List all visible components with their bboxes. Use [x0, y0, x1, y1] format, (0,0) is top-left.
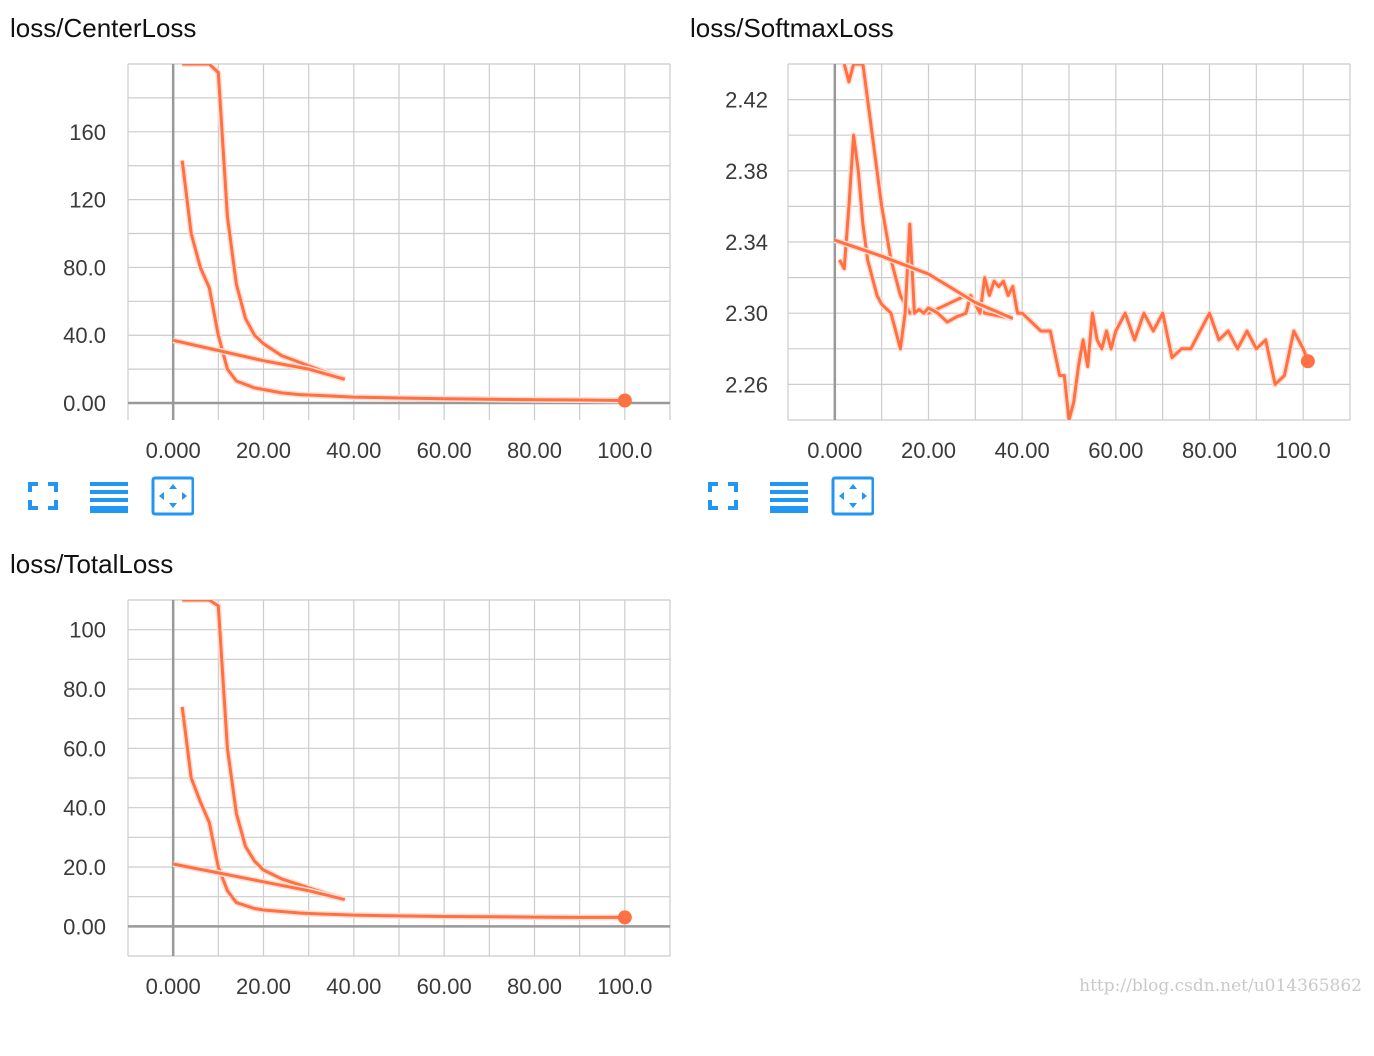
- series-line: [172, 862, 346, 902]
- totalloss-chart: 0.000 20.00 40.00 60.00 80.00 100.0 0.00 20.0 40…: [63, 599, 671, 999]
- series-group: [172, 600, 625, 921]
- series-line: [834, 238, 1014, 320]
- y-tick-label: 2.26: [725, 372, 768, 397]
- centerloss-chart: 0.000 20.00 40.00 60.00 80.00 100.0 0.00 40.0 80…: [63, 63, 671, 463]
- x-tick-label: 0.000: [807, 438, 862, 463]
- x-tick-label: 80.00: [507, 438, 562, 463]
- tick-labels: 0.000 20.00 40.00 60.00 80.00 100.0 2.26 2.30 2.…: [725, 88, 1331, 463]
- x-tick-label: 0.000: [146, 974, 201, 999]
- x-tick-label: 100.0: [597, 974, 652, 999]
- y-tick-label: 80.0: [63, 677, 106, 702]
- list-icon[interactable]: [86, 474, 132, 518]
- x-tick-label: 60.00: [1088, 438, 1143, 463]
- series-group: [172, 64, 625, 404]
- y-tick-label: 80.0: [63, 255, 106, 280]
- chart-title: loss/TotalLoss: [10, 549, 174, 579]
- series-group: [833, 64, 1311, 420]
- watermark: http://blog.csdn.net/u014365862: [1079, 976, 1362, 996]
- grid: [127, 599, 671, 957]
- softmaxloss-chart: 0.000 20.00 40.00 60.00 80.00 100.0 2.26 2.30 2.…: [725, 63, 1351, 463]
- x-tick-label: 20.00: [236, 438, 291, 463]
- x-tick-label: 80.00: [507, 974, 562, 999]
- y-tick-label: 60.0: [63, 736, 106, 761]
- series-line: [180, 160, 625, 402]
- series-end-marker: [617, 393, 632, 408]
- y-tick-label: 160: [69, 120, 106, 145]
- x-tick-label: 0.000: [146, 438, 201, 463]
- x-tick-label: 40.00: [326, 438, 381, 463]
- fullscreen-icon[interactable]: [702, 474, 748, 518]
- series-raw-line: [179, 706, 625, 921]
- series-line: [838, 133, 1310, 420]
- x-tick-label: 40.00: [995, 438, 1050, 463]
- x-tick-label: 60.00: [417, 438, 472, 463]
- x-tick-label: 40.00: [326, 974, 381, 999]
- list-icon[interactable]: [766, 474, 812, 518]
- series-line: [180, 706, 625, 919]
- series-end-marker: [1300, 354, 1315, 369]
- fit-domain-icon[interactable]: [148, 474, 194, 518]
- y-tick-label: 40.0: [63, 323, 106, 348]
- x-tick-label: 20.00: [236, 974, 291, 999]
- fit-domain-icon[interactable]: [828, 474, 874, 518]
- x-tick-label: 100.0: [1276, 438, 1331, 463]
- y-tick-label: 120: [69, 188, 106, 213]
- grid: [787, 63, 1351, 421]
- series-raw-line: [179, 160, 625, 404]
- y-tick-label: 2.34: [725, 230, 768, 255]
- tick-labels: 0.000 20.00 40.00 60.00 80.00 100.0 0.00 20.0 40…: [63, 618, 652, 999]
- y-tick-label: 2.38: [725, 159, 768, 184]
- chart-title: loss/CenterLoss: [10, 13, 197, 43]
- y-tick-label: 0.00: [63, 914, 106, 939]
- grid: [127, 63, 671, 420]
- x-tick-label: 100.0: [597, 438, 652, 463]
- y-tick-label: 2.42: [725, 88, 768, 113]
- y-tick-label: 100: [69, 618, 106, 643]
- y-tick-label: 40.0: [63, 796, 106, 821]
- y-tick-label: 20.0: [63, 855, 106, 880]
- chart-card-totalloss: loss/TotalLoss 0.000 20.00 40.00 60.00 80.00…: [0, 536, 680, 1056]
- tick-labels: 0.000 20.00 40.00 60.00 80.00 100.0 0.00 40.0 80…: [63, 120, 652, 463]
- series-end-marker: [617, 910, 632, 925]
- chart-card-softmaxloss: loss/SoftmaxLoss 0.000 20.00 40.00 60.00 80.…: [680, 0, 1360, 520]
- chart-card-centerloss: loss/CenterLoss 0.000 20.00 40.00 60.00 80.0…: [0, 0, 680, 520]
- y-tick-label: 0.00: [63, 391, 106, 416]
- x-tick-label: 60.00: [417, 974, 472, 999]
- fullscreen-icon[interactable]: [22, 474, 68, 518]
- x-tick-label: 80.00: [1182, 438, 1237, 463]
- x-tick-label: 20.00: [901, 438, 956, 463]
- y-tick-label: 2.30: [725, 301, 768, 326]
- series-line: [172, 338, 346, 381]
- chart-title: loss/SoftmaxLoss: [690, 13, 894, 43]
